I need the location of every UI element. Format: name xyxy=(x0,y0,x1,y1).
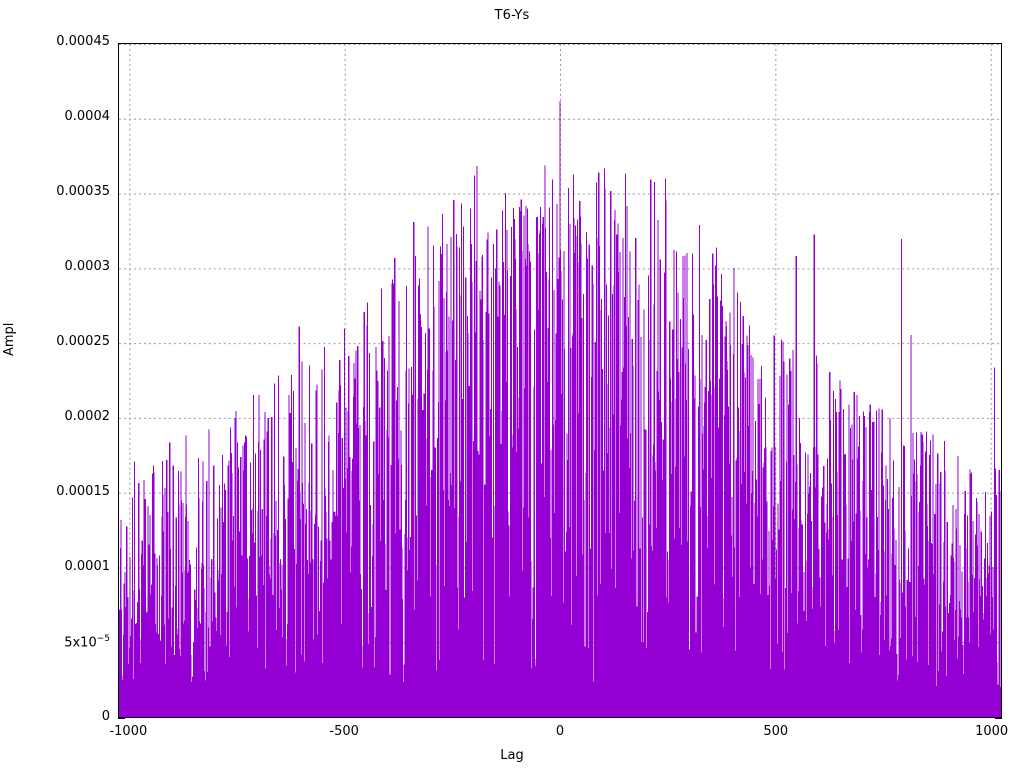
y-tick-mark-right xyxy=(995,718,1002,719)
y-tick-label: 0.0003 xyxy=(64,259,111,274)
y-tick-label: 5x10−5 xyxy=(64,634,110,651)
data-series-impulses xyxy=(119,100,1001,717)
y-tick-label: 0.00045 xyxy=(56,34,110,49)
impulse-series xyxy=(119,100,1001,717)
y-tick-label: 0.00015 xyxy=(56,484,110,499)
y-tick-label: 0 xyxy=(101,709,110,724)
x-tick-label: 1000 xyxy=(975,724,1009,739)
y-tick-mark xyxy=(118,718,125,719)
x-tick-label: -500 xyxy=(329,724,359,739)
x-tick-label: -1000 xyxy=(109,724,148,739)
y-tick-label: 0.0002 xyxy=(64,409,111,424)
y-tick-label: 0.00035 xyxy=(56,184,110,199)
x-axis-label: Lag xyxy=(500,748,524,763)
chart-title: T6-Ys xyxy=(494,8,530,23)
plot-area xyxy=(118,43,1002,718)
x-tick-label: 500 xyxy=(763,724,789,739)
x-tick-label: 0 xyxy=(555,724,565,739)
y-tick-label: 0.00025 xyxy=(56,334,110,349)
y-tick-label: 0.0001 xyxy=(64,559,111,574)
y-tick-label: 0.0004 xyxy=(64,109,111,124)
